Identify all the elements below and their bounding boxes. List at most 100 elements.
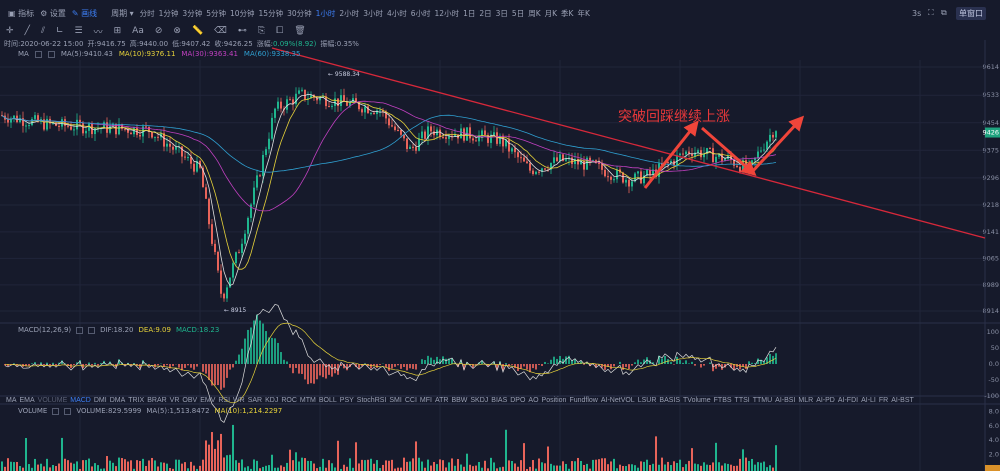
period-13[interactable]: 1日 <box>463 8 476 18</box>
period-7[interactable]: 1小时 <box>315 8 336 18</box>
tab-ftbs[interactable]: FTBS <box>713 397 732 404</box>
tab-dpo[interactable]: DPO <box>510 397 526 404</box>
tab-atr[interactable]: ATR <box>434 397 449 404</box>
tab-ema[interactable]: EMA <box>19 397 35 404</box>
lock-tool-icon[interactable]: ⊗ <box>173 26 181 36</box>
trash-tool-icon[interactable]: 🗑 <box>294 26 306 36</box>
period-14[interactable]: 2日 <box>479 8 492 18</box>
tab-ma[interactable]: MA <box>6 397 17 404</box>
tab-roc[interactable]: ROC <box>281 397 297 404</box>
period-17[interactable]: 周K <box>528 8 541 18</box>
tab-dma[interactable]: DMA <box>109 397 126 404</box>
period-10[interactable]: 4小时 <box>386 8 407 18</box>
tab-ai-bsi[interactable]: AI-BSI <box>775 397 796 404</box>
ruler2-tool-icon[interactable]: ⊷ <box>237 26 247 36</box>
magnet-tool-icon[interactable]: ⊘ <box>154 26 163 36</box>
draw-button[interactable]: ✎ 画线 <box>71 8 98 18</box>
macd-settings-icon[interactable] <box>76 326 84 334</box>
tab-wr[interactable]: WR <box>233 397 245 404</box>
tab-sar[interactable]: SAR <box>247 397 263 404</box>
single-window-button[interactable]: 单窗口 <box>956 6 986 20</box>
tab-position[interactable]: Position <box>541 397 567 404</box>
volume-bar <box>22 467 24 471</box>
tab-brar[interactable]: BRAR <box>147 397 167 404</box>
tab-fundflow[interactable]: Fundflow <box>569 397 598 404</box>
tab-dmi[interactable]: DMI <box>93 397 107 404</box>
volume-close-icon[interactable] <box>64 407 72 415</box>
tab-mlr[interactable]: MLR <box>798 397 814 404</box>
tab-emv[interactable]: EMV <box>200 397 216 404</box>
period-16[interactable]: 5日 <box>511 8 525 18</box>
period-0[interactable]: 分时 <box>139 8 155 18</box>
tab-lsur[interactable]: LSUR <box>637 397 657 404</box>
period-9[interactable]: 3小时 <box>363 8 383 18</box>
popout-icon[interactable]: ⧉ <box>941 8 947 17</box>
parallel-tool-icon[interactable]: ⫽ <box>40 26 45 36</box>
angle-tool-icon[interactable]: ∟ <box>55 26 64 36</box>
tab-volume[interactable]: VOLUME <box>37 397 68 404</box>
wave-tool-icon[interactable]: 〰 <box>93 27 103 38</box>
period-11[interactable]: 6小时 <box>410 8 431 18</box>
line-tool-icon[interactable]: ╱ <box>24 26 30 36</box>
period-dropdown[interactable]: 周期 ▾ <box>111 8 134 18</box>
period-3[interactable]: 5分钟 <box>206 8 226 18</box>
tab-ai-bst[interactable]: AI-BST <box>891 397 914 404</box>
horizontal-tool-icon[interactable]: ☰ <box>74 26 83 36</box>
crosshair-tool-icon[interactable]: ✛ <box>6 26 14 36</box>
tab-ao[interactable]: AO <box>528 397 539 404</box>
tab-trix[interactable]: TRIX <box>128 397 145 404</box>
tab-ai-fdi[interactable]: AI-FDI <box>837 397 859 404</box>
ma-close-icon[interactable] <box>47 50 55 58</box>
period-4[interactable]: 10分钟 <box>229 8 255 18</box>
tab-ttmu[interactable]: TTMU <box>752 397 773 404</box>
tab-ai-li[interactable]: AI-LI <box>861 397 876 404</box>
volume-settings-icon[interactable] <box>52 407 60 415</box>
period-1[interactable]: 1分钟 <box>158 8 179 18</box>
tab-basis[interactable]: BASIS <box>659 397 681 404</box>
period-15[interactable]: 3日 <box>495 8 508 18</box>
refresh-interval[interactable]: 3s <box>912 8 922 18</box>
candle-body <box>292 99 294 105</box>
tab-obv[interactable]: OBV <box>182 397 198 404</box>
tab-vr[interactable]: VR <box>169 397 180 404</box>
tab-bbw[interactable]: BBW <box>451 397 468 404</box>
tab-boll[interactable]: BOLL <box>318 397 337 404</box>
ruler-tool-icon[interactable]: 📏 <box>191 26 204 36</box>
period-6[interactable]: 30分钟 <box>287 8 312 18</box>
period-12[interactable]: 12小时 <box>434 8 460 18</box>
period-8[interactable]: 2小时 <box>339 8 360 18</box>
tab-bias[interactable]: BIAS <box>491 397 508 404</box>
tab-ai-netvol[interactable]: AI-NetVOL <box>600 397 635 404</box>
period-19[interactable]: 季K <box>561 8 574 18</box>
tab-mtm[interactable]: MTM <box>299 397 316 404</box>
period-18[interactable]: 月K <box>544 8 558 18</box>
tab-rsi[interactable]: RSI <box>218 397 231 404</box>
fullscreen-icon[interactable]: ⛶ <box>928 8 934 17</box>
tab-stochrsi[interactable]: StochRSI <box>356 397 387 404</box>
tab-macd[interactable]: MACD <box>70 397 91 404</box>
period-2[interactable]: 3分钟 <box>182 8 203 18</box>
ma-settings-icon[interactable] <box>34 50 42 58</box>
copy-tool-icon[interactable]: ⎘ <box>257 26 266 36</box>
tab-psy[interactable]: PSY <box>339 397 354 404</box>
tab-smi[interactable]: SMI <box>389 397 402 404</box>
period-5[interactable]: 15分钟 <box>258 8 284 18</box>
aa-tool-icon[interactable]: Aa <box>132 26 144 36</box>
tab-cci[interactable]: CCI <box>404 397 417 404</box>
tab-mfi[interactable]: MFI <box>419 397 432 404</box>
grid-tool-icon[interactable]: ⊞ <box>113 26 122 36</box>
tab-kdj[interactable]: KDJ <box>265 397 279 404</box>
eraser-tool-icon[interactable]: ⌫ <box>214 26 227 36</box>
tab-ai-pd[interactable]: AI-PD <box>816 397 835 404</box>
settings-button[interactable]: ⚙ 设置 <box>40 8 66 18</box>
macd-bar <box>325 364 327 379</box>
indicator-button[interactable]: ▣ 指标 <box>8 8 35 18</box>
tab-ttsi[interactable]: TTSI <box>734 397 750 404</box>
screenshot-tool-icon[interactable]: ⧠ <box>276 26 284 36</box>
tab-tvolume[interactable]: TVolume <box>683 397 711 404</box>
macd-close-icon[interactable] <box>88 326 96 334</box>
tab-skdj[interactable]: SKDJ <box>470 397 489 404</box>
tab-fr[interactable]: FR <box>878 397 889 404</box>
period-20[interactable]: 年K <box>577 8 590 18</box>
